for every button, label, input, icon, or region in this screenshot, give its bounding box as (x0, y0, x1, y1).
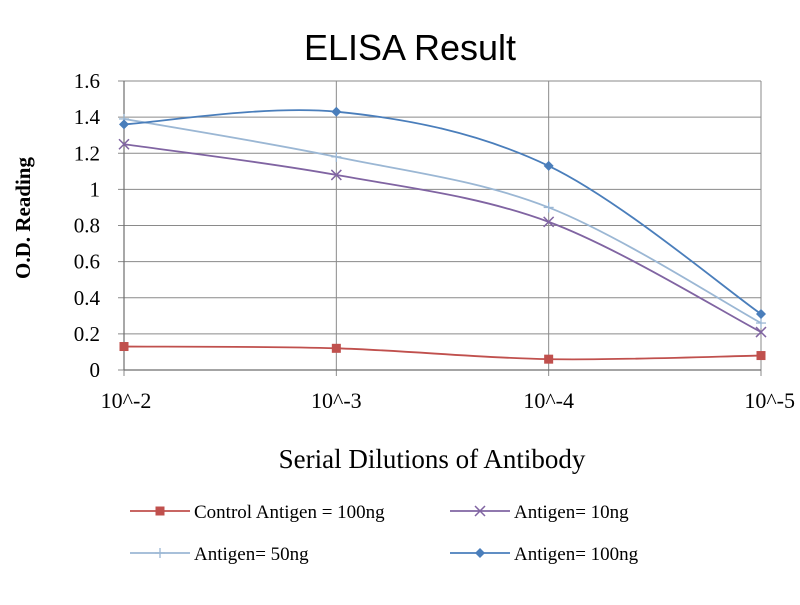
x-axis-label: Serial Dilutions of Antibody (279, 444, 586, 474)
series-line (123, 143, 762, 333)
data-point (118, 138, 130, 150)
y-tick-label: 0.8 (74, 214, 100, 238)
data-point (119, 342, 129, 352)
legend-marker (155, 506, 165, 516)
y-tick-label: 1 (90, 177, 101, 201)
legend-marker (474, 505, 486, 517)
data-point (756, 351, 766, 361)
data-point (543, 160, 554, 171)
legend-item: Antigen= 10ng (450, 502, 629, 523)
legend-marker (155, 548, 165, 558)
data-point-stroke (330, 169, 342, 181)
data-point-stroke (118, 138, 130, 150)
series-line (123, 109, 762, 315)
x-tick-labels: 10^-2 10^-3 10^-4 10^-5 (101, 388, 795, 413)
legend-label: Antigen= 10ng (514, 502, 629, 523)
data-point (331, 343, 341, 353)
data-point-stroke (755, 326, 767, 338)
data-point (543, 202, 554, 213)
y-tick-label: 1.6 (74, 69, 100, 93)
series-line (123, 345, 762, 361)
series-3 (119, 106, 766, 320)
data-point (543, 216, 555, 228)
data-point (756, 309, 766, 320)
legend-item: Antigen= 100ng (450, 544, 639, 565)
data-point (756, 318, 766, 329)
data-point-stroke (543, 216, 555, 228)
x-tick-label: 10^-2 (101, 388, 152, 413)
y-tick-label: 0.6 (74, 250, 100, 274)
y-tick-label: 0.4 (74, 286, 101, 310)
y-tick-label: 1.2 (74, 141, 100, 165)
y-tick-label: 0 (90, 358, 101, 382)
legend-marker (475, 548, 485, 558)
data-point (331, 106, 342, 117)
data-point (119, 119, 129, 130)
legend-marker-stroke (474, 505, 486, 517)
data-point (755, 326, 767, 338)
series-2 (119, 113, 766, 329)
series-line (123, 118, 762, 324)
legend-label: Antigen= 50ng (194, 544, 309, 565)
legend-item: Antigen= 50ng (130, 544, 309, 565)
legend: Control Antigen = 100ng Antigen= 10ng Anti… (130, 502, 639, 565)
x-tick-label: 10^-3 (311, 388, 362, 413)
series-0 (119, 342, 766, 364)
legend-label: Antigen= 100ng (514, 544, 639, 565)
y-tick-label: 0.2 (74, 322, 100, 346)
data-point (330, 169, 342, 181)
data-point (544, 354, 554, 364)
series-1 (118, 138, 767, 338)
y-tick-label: 1.4 (74, 105, 101, 129)
x-tick-label: 10^-5 (744, 388, 795, 413)
y-axis-label: O.D. Reading (11, 157, 35, 279)
data-point (331, 151, 342, 162)
legend-item: Control Antigen = 100ng (130, 502, 385, 523)
series-lines (118, 106, 767, 364)
chart-title: ELISA Result (304, 27, 516, 68)
x-tick-label: 10^-4 (523, 388, 574, 413)
axes (118, 80, 762, 376)
grid-lines (123, 80, 762, 371)
legend-label: Control Antigen = 100ng (194, 502, 385, 523)
y-tick-labels: 0 0.2 0.4 0.6 0.8 1 1.2 1.4 1.6 (74, 69, 101, 382)
